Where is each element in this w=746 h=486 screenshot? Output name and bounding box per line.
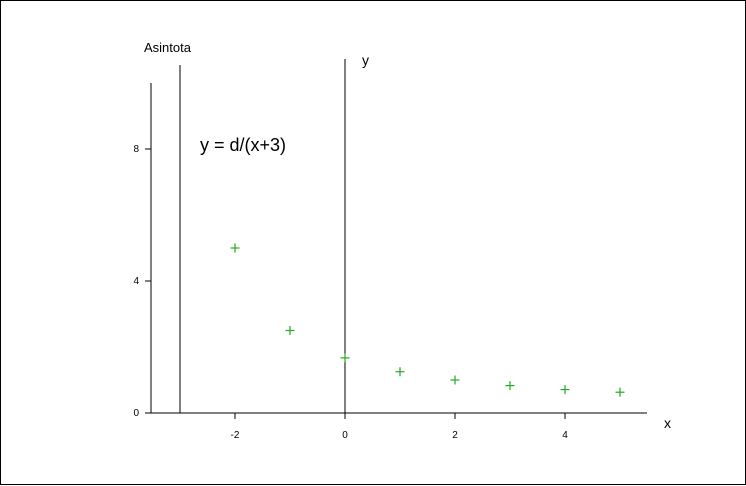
y-tick-label: 8	[133, 144, 139, 155]
x-tick-label: 2	[452, 430, 458, 441]
data-point	[560, 385, 570, 395]
y-tick-label: 0	[133, 408, 139, 419]
x-tick-label: -2	[231, 430, 240, 441]
y-tick-label: 4	[133, 276, 139, 287]
data-point	[395, 367, 405, 377]
data-point	[615, 387, 625, 397]
data-point	[285, 326, 295, 335]
axes	[150, 59, 647, 414]
x-tick-label: 4	[562, 430, 568, 441]
x-ticks: -2 0 2 4	[231, 413, 568, 441]
data-point	[505, 381, 515, 391]
x-tick-label: 0	[342, 430, 348, 441]
asymptote-label: Asintota	[144, 40, 192, 55]
x-axis-label: x	[664, 415, 671, 431]
data-point	[450, 375, 460, 385]
data-point	[230, 243, 240, 253]
y-axis-label: y	[362, 52, 369, 68]
formula-annotation: y = d/(x+3)	[200, 135, 286, 155]
data-point	[340, 353, 350, 363]
data-points	[230, 243, 625, 397]
y-ticks: 0 4 8	[133, 144, 151, 419]
